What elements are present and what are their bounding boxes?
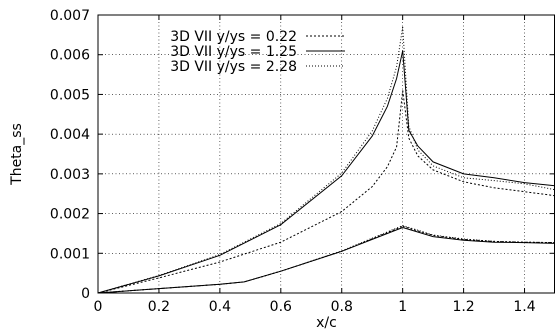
y-tick-label: 0.003: [50, 167, 90, 183]
x-tick-labels: 0 0.2 0.4 0.6 0.8 1 1.2 1.4: [94, 299, 536, 315]
legend-label-1: 3D VII y/ys = 0.22: [170, 29, 297, 45]
x-tick-label: 1.2: [452, 299, 474, 315]
series-line-1: [402, 90, 555, 197]
plot-area-frame: [97, 14, 555, 294]
x-tick-label: 0: [94, 299, 103, 315]
series-line-1: [97, 90, 404, 294]
y-axis-label: Theta_ss: [9, 123, 25, 186]
y-tick-label: 0.004: [50, 127, 90, 143]
legend-label-3: 3D VII y/ys = 2.28: [170, 59, 297, 75]
y-tick-labels: 0 0.001 0.002 0.003 0.004 0.005 0.006 0.007: [50, 8, 90, 302]
series-line-2: [97, 50, 404, 294]
series-line-3: [97, 225, 403, 294]
axis-ticks: [97, 14, 555, 294]
series-line-3: [97, 26, 404, 294]
x-tick-label: 0.2: [148, 299, 170, 315]
series-line-2: [402, 50, 555, 187]
legend-label-2: 3D VII y/ys = 1.25: [170, 44, 297, 60]
y-tick-label: 0.005: [50, 87, 90, 103]
x-tick-label: 0.6: [270, 299, 292, 315]
x-tick-label: 1: [398, 299, 407, 315]
series-line-2: [97, 227, 403, 294]
series-lines: [97, 26, 555, 294]
y-tick-label: 0.006: [50, 48, 90, 64]
y-tick-label: 0: [81, 286, 90, 302]
x-tick-label: 0.8: [331, 299, 353, 315]
x-tick-label: 1.4: [513, 299, 535, 315]
y-tick-label: 0.001: [50, 246, 90, 262]
series-line-3: [402, 26, 555, 191]
grid: [98, 15, 555, 293]
x-axis-label: x/c: [316, 315, 337, 330]
y-tick-label: 0.007: [50, 8, 90, 24]
series-line-2: [402, 227, 555, 244]
y-tick-label: 0.002: [50, 207, 90, 223]
x-tick-label: 0.4: [209, 299, 231, 315]
series-line-1: [97, 225, 403, 294]
